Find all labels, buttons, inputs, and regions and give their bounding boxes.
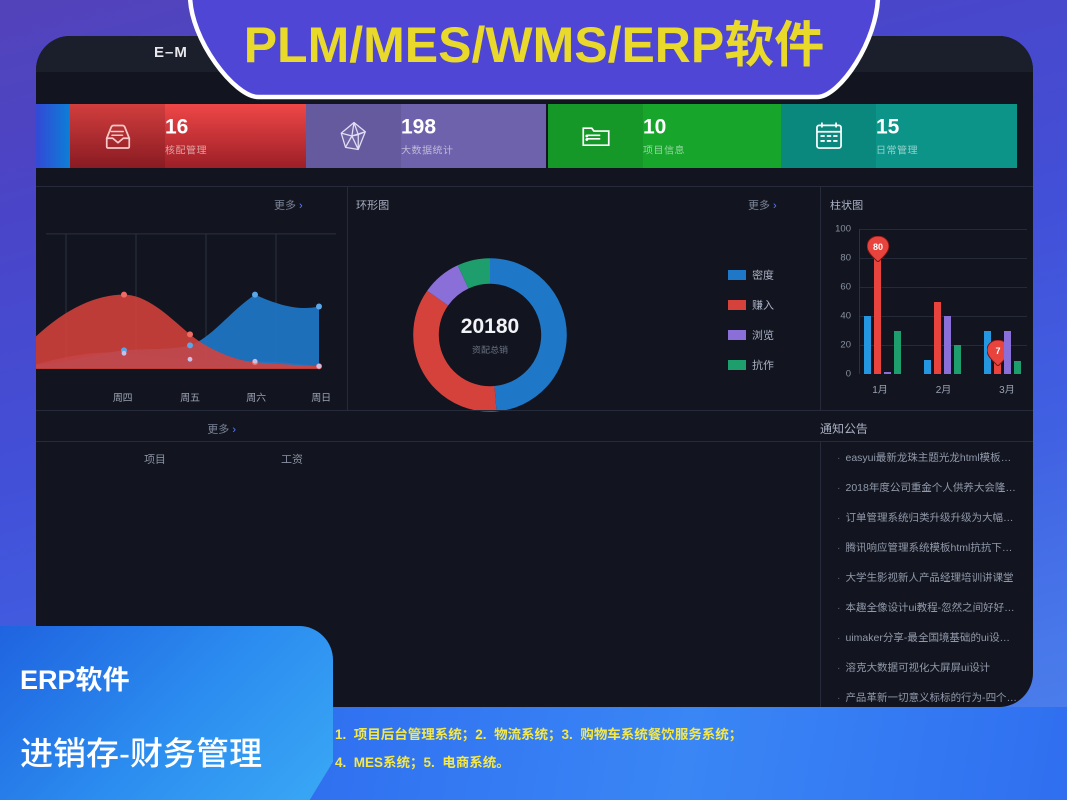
- svg-text:7: 7: [995, 346, 1000, 356]
- svg-text:80: 80: [872, 242, 882, 252]
